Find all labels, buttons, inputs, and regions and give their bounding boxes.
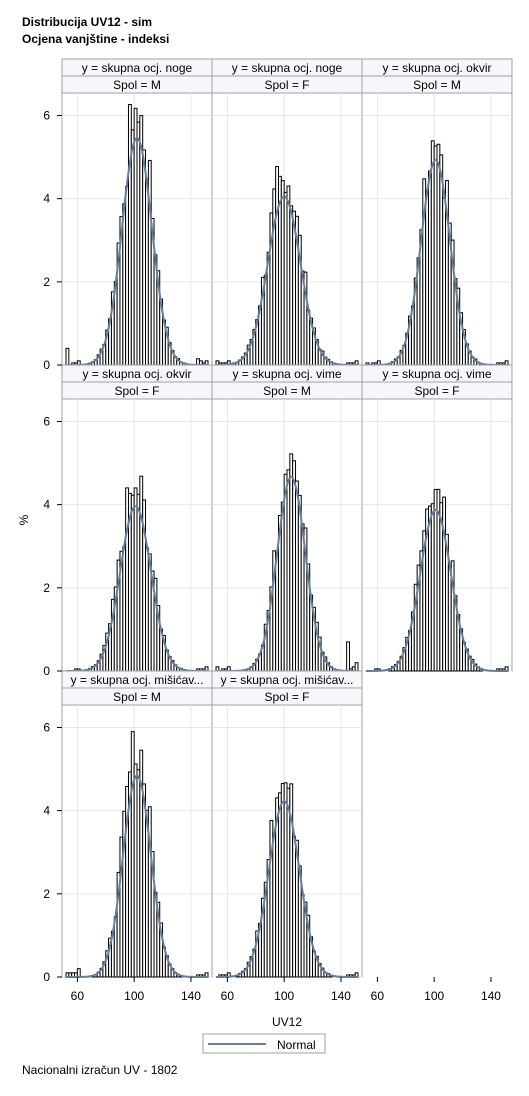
panel-row-label: y = skupna ocj. noge xyxy=(232,61,343,75)
y-tick-label: 6 xyxy=(43,414,50,428)
panel-6: y = skupna ocj. vime Spol = F xyxy=(361,364,513,672)
panel-col-label: Spol = F xyxy=(264,690,309,704)
x-tick-label: 60 xyxy=(71,989,85,1003)
panel-col-label: Spol = M xyxy=(113,78,161,92)
normal-curve xyxy=(216,195,358,366)
panel-col-label: Spol = M xyxy=(113,690,161,704)
y-tick-label: 4 xyxy=(43,192,50,206)
panel-8: y = skupna ocj. mišićav... Spol = F xyxy=(211,670,363,978)
x-tick-label: 100 xyxy=(424,989,444,1003)
panel-row-label: y = skupna ocj. okvir xyxy=(82,367,191,381)
y-tick-label: 0 xyxy=(43,358,50,372)
panel-4: y = skupna ocj. okvir Spol = F xyxy=(61,364,213,672)
panel-col-label: Spol = F xyxy=(264,78,309,92)
normal-curve xyxy=(366,159,508,366)
histogram-bar xyxy=(346,641,350,672)
normal-curve xyxy=(66,505,208,672)
panel-1: y = skupna ocj. noge Spol = M xyxy=(61,58,213,366)
panel-col-label: Spol = M xyxy=(413,78,461,92)
y-tick-label: 2 xyxy=(43,275,50,289)
panel-row-label: y = skupna ocj. vime xyxy=(232,367,341,381)
panel-col-label: Spol = F xyxy=(414,384,459,398)
panel-2: y = skupna ocj. noge Spol = F xyxy=(211,58,363,366)
chart-title-line-2: Ocjena vanjštine - indeksi xyxy=(22,32,170,46)
x-tick-label: 140 xyxy=(481,989,501,1003)
y-tick-label: 2 xyxy=(43,581,50,595)
x-tick-label: 100 xyxy=(274,989,294,1003)
y-tick-label: 4 xyxy=(43,498,50,512)
x-tick-label: 60 xyxy=(221,989,235,1003)
normal-curve xyxy=(216,800,358,978)
x-axis-label: UV12 xyxy=(272,1015,302,1029)
footnote: Nacionalni izračun UV - 1802 xyxy=(22,1063,178,1077)
y-tick-label: 2 xyxy=(43,887,50,901)
histogram-bar xyxy=(76,968,81,978)
panel-7: y = skupna ocj. mišićav... Spol = M xyxy=(61,670,213,978)
legend-label: Normal xyxy=(277,1038,316,1052)
y-tick-label: 4 xyxy=(43,804,50,818)
panel-3: y = skupna ocj. okvir Spol = M xyxy=(361,58,513,366)
histogram-bar xyxy=(65,347,70,366)
y-tick-label: 0 xyxy=(43,664,50,678)
x-tick-label: 140 xyxy=(181,989,201,1003)
y-tick-label: 6 xyxy=(43,720,50,734)
panel-col-label: Spol = F xyxy=(114,384,159,398)
y-tick-label: 0 xyxy=(43,970,50,984)
chart-title-line-1: Distribucija UV12 - sim xyxy=(22,15,153,29)
panel-row-label: y = skupna ocj. okvir xyxy=(382,61,491,75)
y-axis-label: % xyxy=(17,514,31,525)
x-tick-label: 100 xyxy=(124,989,144,1003)
panel-row-label: y = skupna ocj. mišićav... xyxy=(71,673,204,687)
normal-curve xyxy=(66,774,208,978)
panel-row-label: y = skupna ocj. vime xyxy=(382,367,491,381)
x-tick-label: 60 xyxy=(371,989,385,1003)
panel-col-label: Spol = M xyxy=(263,384,311,398)
panel-row-label: y = skupna ocj. noge xyxy=(82,61,193,75)
y-tick-label: 6 xyxy=(43,108,50,122)
normal-curve xyxy=(66,137,208,366)
panel-5: y = skupna ocj. vime Spol = M xyxy=(211,364,363,672)
histogram-bar xyxy=(354,662,359,672)
x-tick-label: 140 xyxy=(331,989,351,1003)
normal-curve xyxy=(366,508,508,672)
panel-row-label: y = skupna ocj. mišićav... xyxy=(221,673,354,687)
